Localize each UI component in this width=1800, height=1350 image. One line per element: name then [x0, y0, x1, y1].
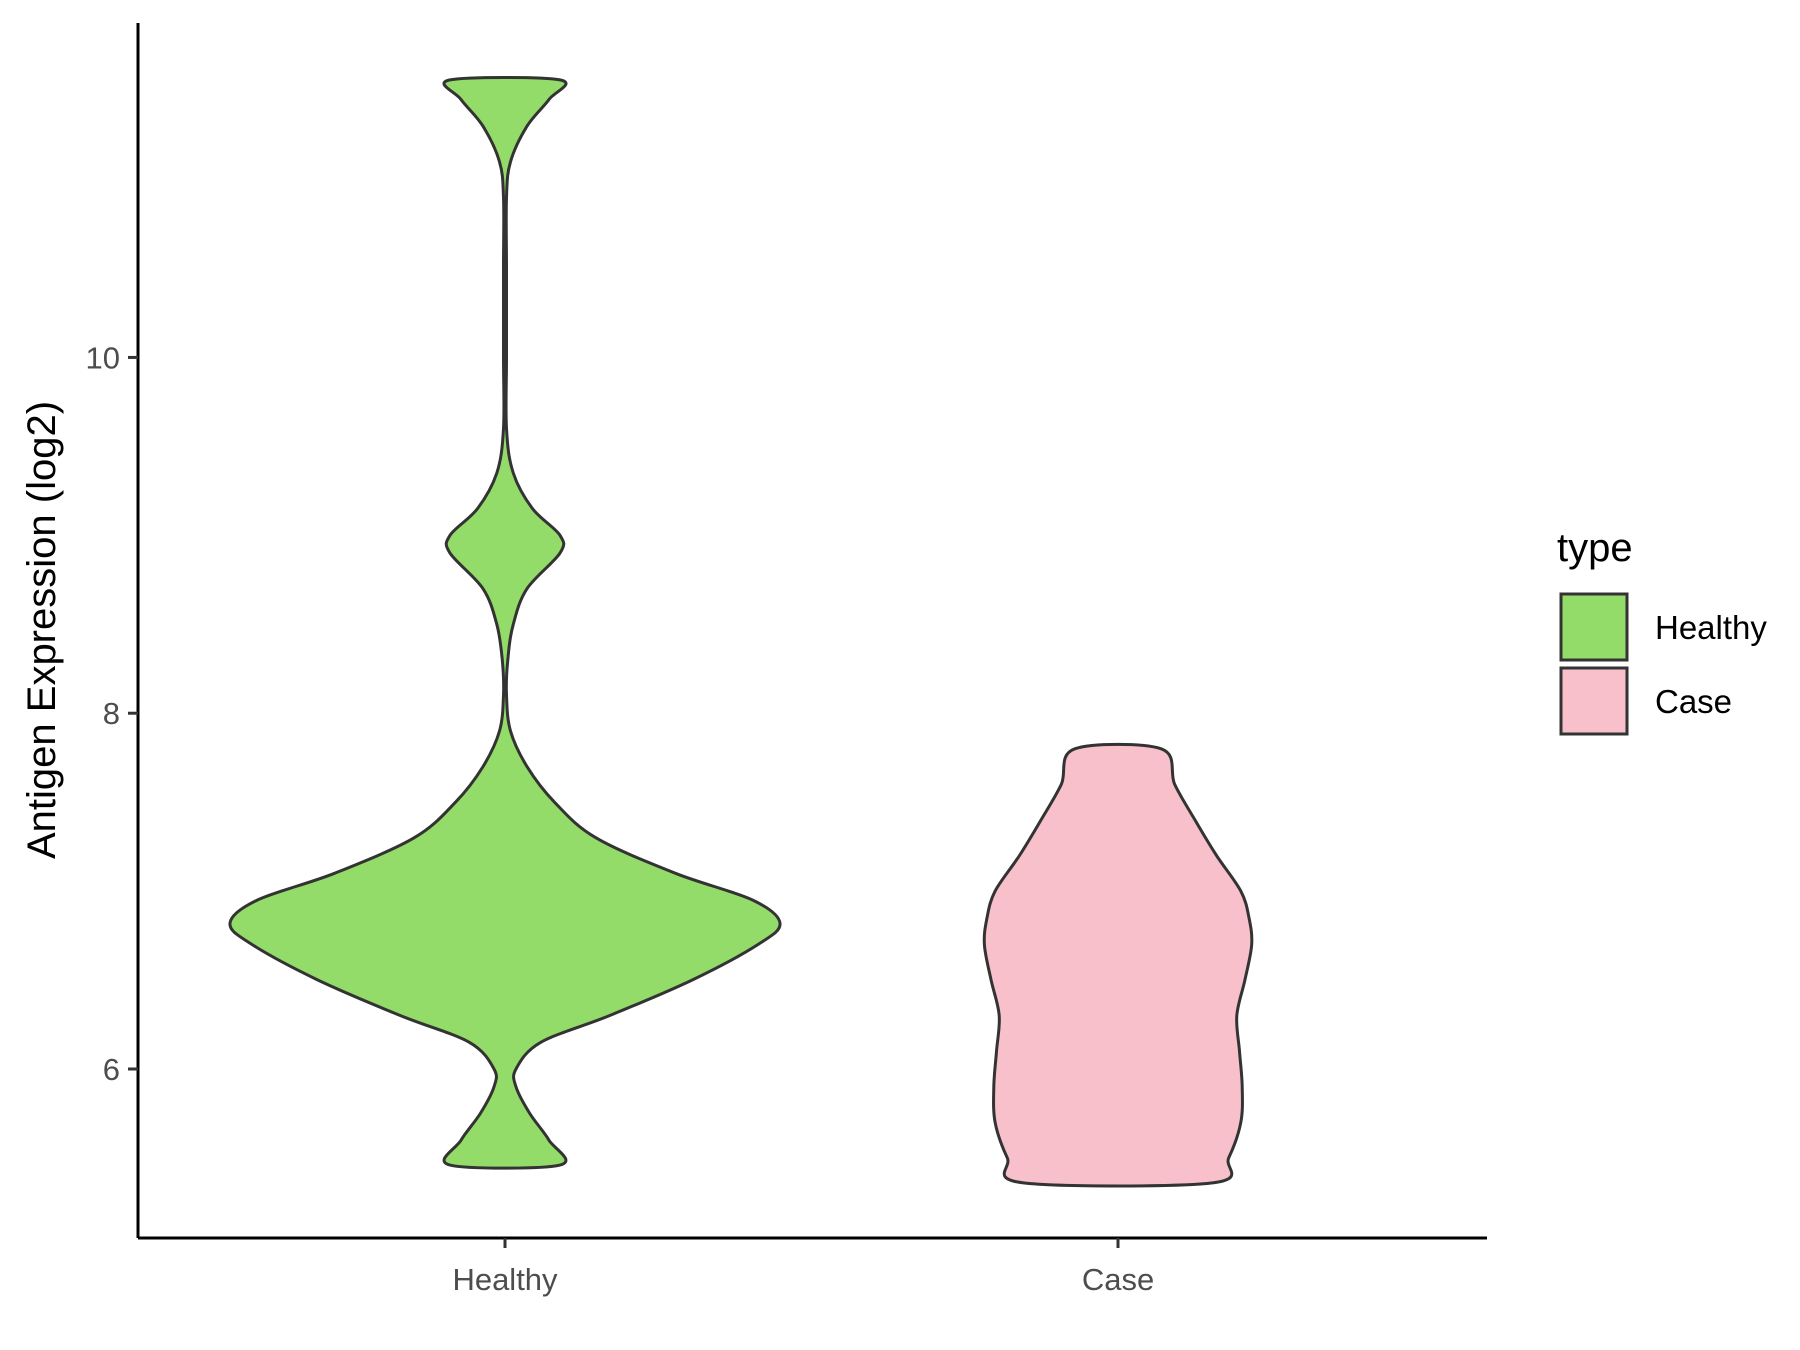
y-tick-label: 8 — [103, 696, 120, 731]
violin-case — [982, 742, 1254, 1188]
x-tick-label: Case — [1082, 1262, 1154, 1297]
y-axis-title: Antigen Expression (log2) — [20, 401, 64, 859]
y-ticks: 6 8 10 — [86, 340, 138, 1087]
violin-layer — [228, 76, 1254, 1188]
x-ticks: Healthy Case — [452, 1238, 1154, 1297]
legend: type Healthy Case — [1557, 526, 1767, 736]
violin-healthy — [228, 76, 782, 1170]
legend-swatch-case — [1559, 666, 1629, 736]
legend-title: type — [1557, 526, 1633, 570]
y-tick-label: 6 — [103, 1052, 120, 1087]
legend-swatch-healthy — [1559, 592, 1629, 662]
legend-label-case: Case — [1655, 683, 1732, 720]
x-tick-label: Healthy — [452, 1262, 558, 1297]
y-tick-label: 10 — [86, 340, 120, 375]
legend-label-healthy: Healthy — [1655, 609, 1767, 646]
